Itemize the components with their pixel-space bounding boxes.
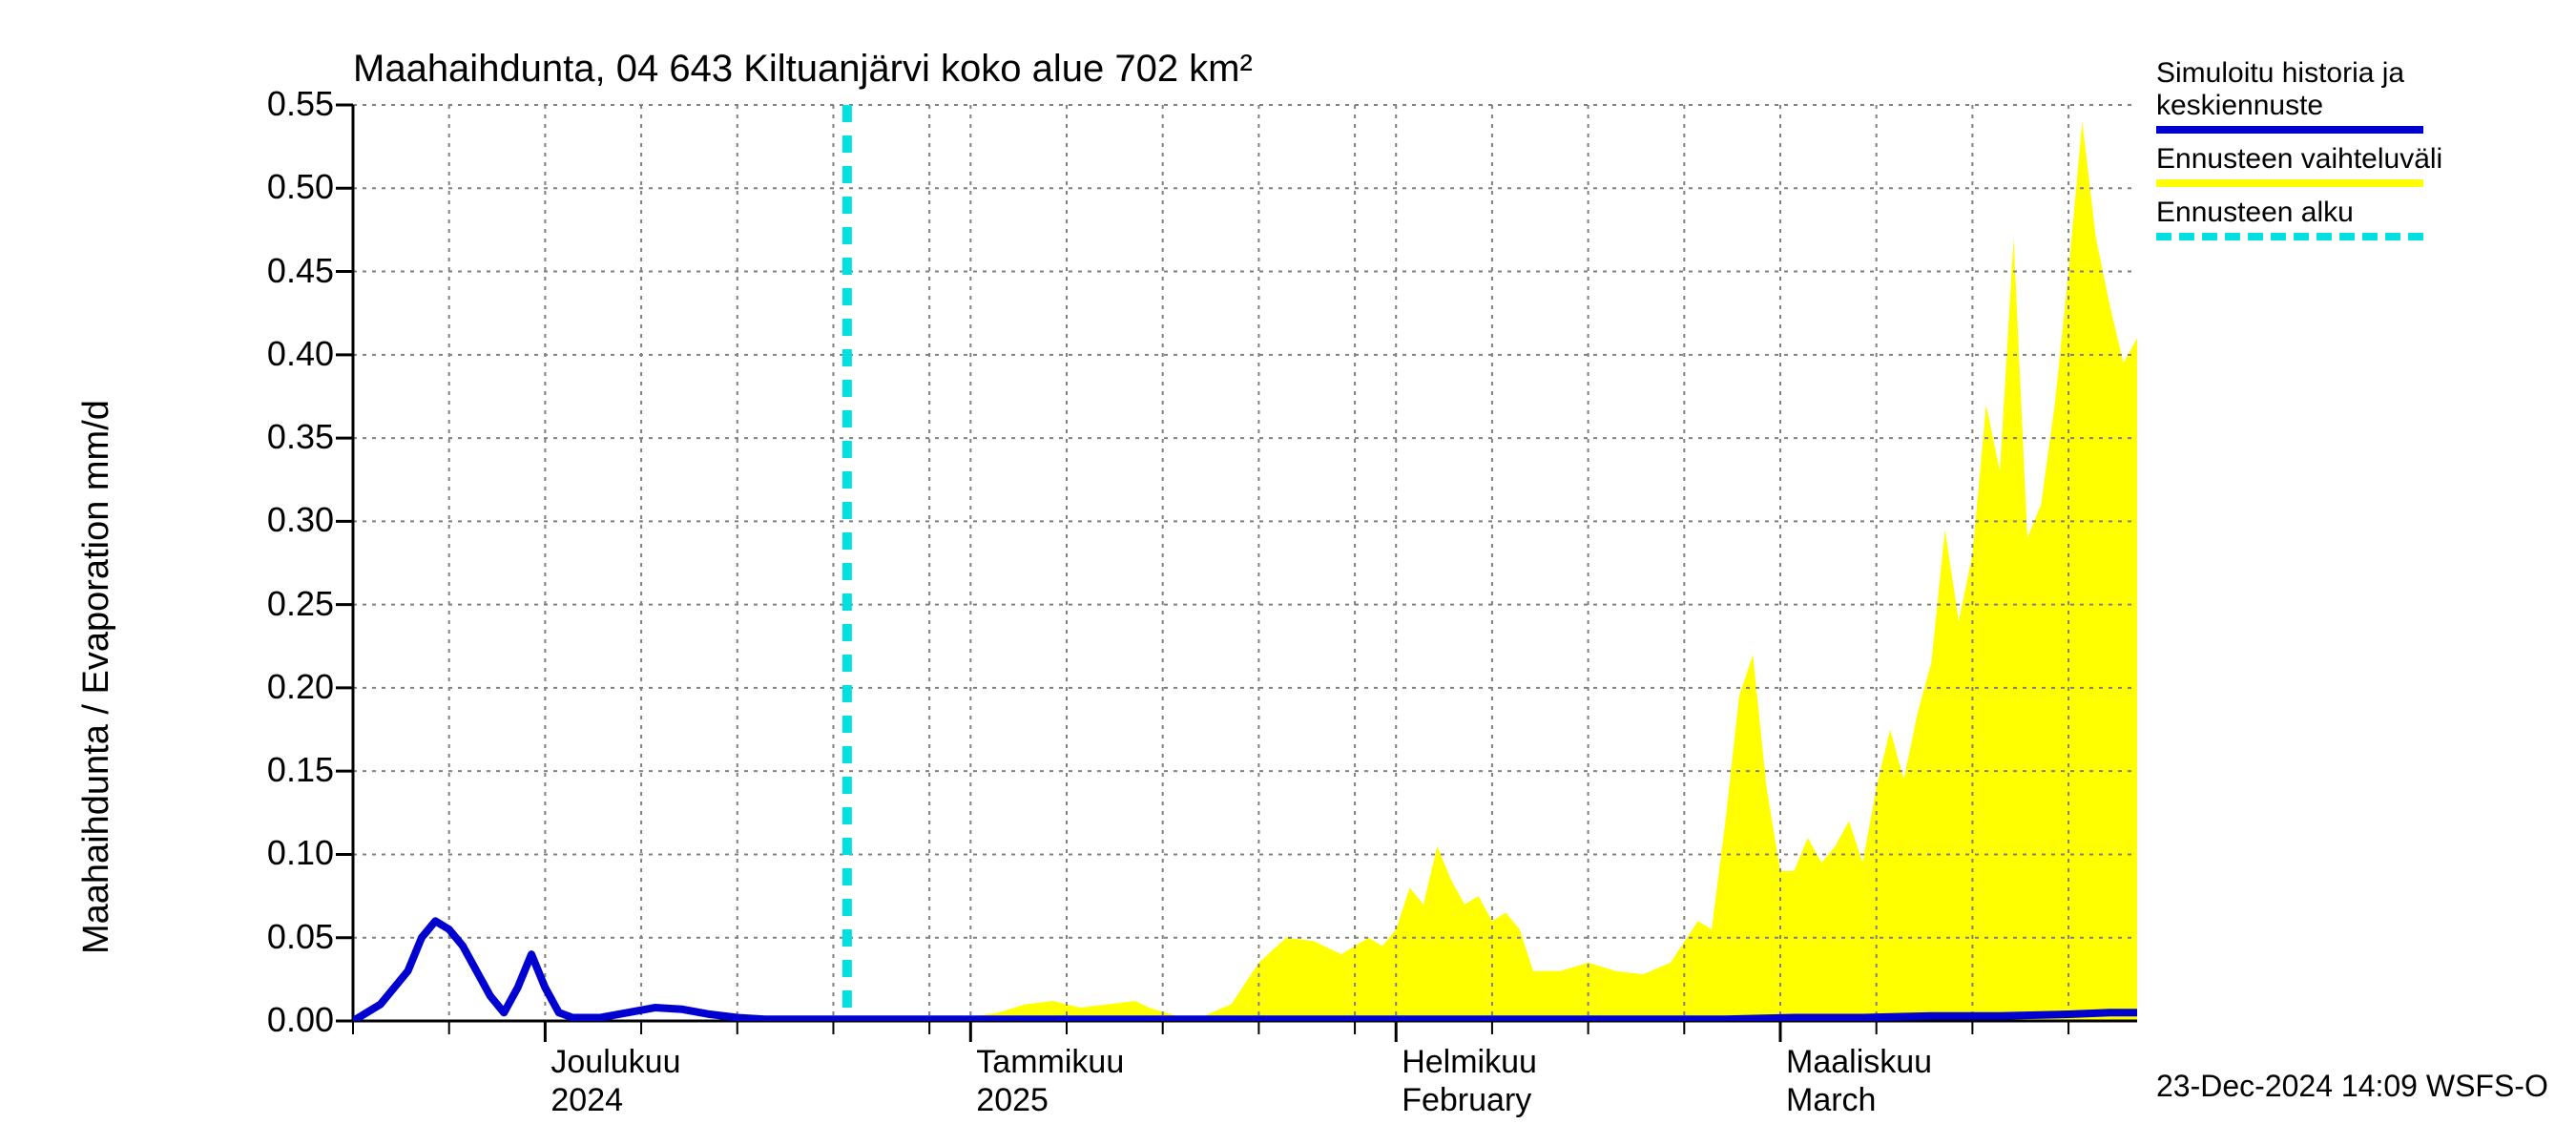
y-tick-label: 0.20 bbox=[229, 667, 334, 707]
y-tick-label: 0.30 bbox=[229, 500, 334, 540]
legend-label: Ennusteen vaihteluväli bbox=[2156, 143, 2442, 176]
x-month-label: Helmikuu bbox=[1402, 1044, 1537, 1081]
y-tick-label: 0.00 bbox=[229, 1000, 334, 1040]
y-tick-label: 0.15 bbox=[229, 750, 334, 790]
legend-swatch bbox=[2156, 179, 2423, 187]
y-tick-label: 0.45 bbox=[229, 251, 334, 291]
y-tick-label: 0.35 bbox=[229, 417, 334, 457]
legend-label: keskiennuste bbox=[2156, 90, 2442, 122]
legend-label: Simuloitu historia ja bbox=[2156, 57, 2442, 90]
y-tick-label: 0.55 bbox=[229, 84, 334, 124]
x-month-sublabel: 2025 bbox=[976, 1082, 1049, 1119]
chart-container: Maahaihdunta, 04 643 Kiltuanjärvi koko a… bbox=[0, 0, 2576, 1145]
x-month-sublabel: March bbox=[1786, 1082, 1876, 1119]
y-tick-label: 0.25 bbox=[229, 584, 334, 624]
y-tick-label: 0.50 bbox=[229, 167, 334, 207]
footer-timestamp: 23-Dec-2024 14:09 WSFS-O bbox=[2156, 1069, 2548, 1104]
x-month-sublabel: February bbox=[1402, 1082, 1531, 1119]
legend-entry: Ennusteen alku bbox=[2156, 197, 2442, 240]
x-month-sublabel: 2024 bbox=[551, 1082, 623, 1119]
x-month-label: Maaliskuu bbox=[1786, 1044, 1932, 1081]
forecast-band bbox=[847, 121, 2137, 1021]
y-tick-label: 0.40 bbox=[229, 334, 334, 374]
y-tick-label: 0.05 bbox=[229, 917, 334, 957]
legend-label: Ennusteen alku bbox=[2156, 197, 2442, 229]
legend-swatch bbox=[2156, 233, 2423, 240]
legend-entry: Simuloitu historia jakeskiennuste bbox=[2156, 57, 2442, 134]
x-month-label: Joulukuu bbox=[551, 1044, 680, 1081]
y-tick-label: 0.10 bbox=[229, 833, 334, 873]
legend-entry: Ennusteen vaihteluväli bbox=[2156, 143, 2442, 187]
legend: Simuloitu historia jakeskiennuste Ennuste… bbox=[2156, 57, 2442, 250]
legend-swatch bbox=[2156, 126, 2423, 134]
x-month-label: Tammikuu bbox=[976, 1044, 1124, 1081]
